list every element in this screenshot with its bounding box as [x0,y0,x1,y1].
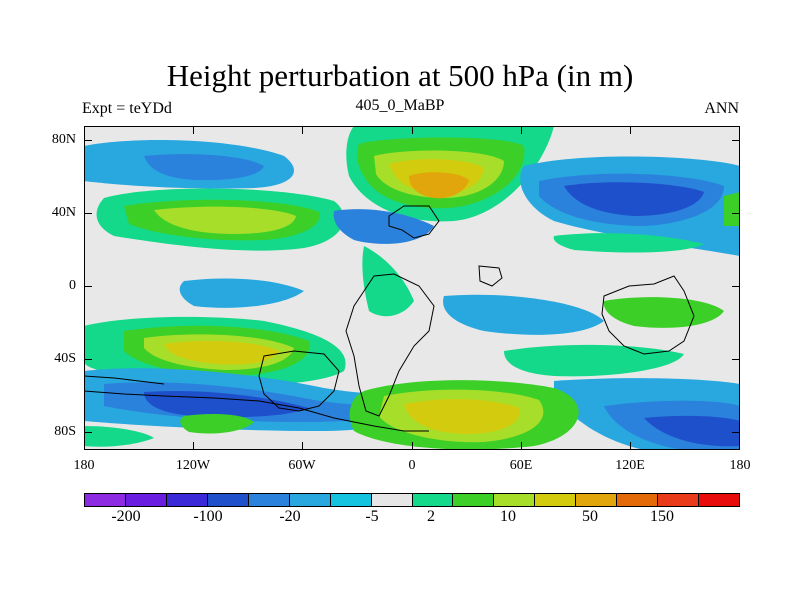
colorbar-swatch [576,494,618,506]
lon-tick [521,126,522,134]
contour-map [84,126,740,450]
lon-tick [193,442,194,450]
lon-label-120w: 120W [175,458,211,473]
lat-tick [732,432,740,433]
colorbar-swatch [289,494,331,506]
colorbar-label: 10 [500,508,516,525]
colorbar-swatch [535,494,577,506]
lat-tick [84,359,92,360]
lat-label-40n: 40N [51,205,76,220]
period-label: 405_0_MaBP [355,97,445,114]
season-label: ANN [704,100,739,117]
colorbar-swatch [248,494,290,506]
lon-tick [630,126,631,134]
lon-tick [630,442,631,450]
colorbar-swatch [494,494,536,506]
lon-tick [302,442,303,450]
contour-field [84,126,740,450]
colorbar-swatch [453,494,495,506]
lat-tick [84,213,92,214]
lon-tick [302,126,303,134]
colorbar-swatch [699,494,739,506]
lat-tick [84,140,92,141]
colorbar-label: -5 [365,508,379,525]
lat-label-eq: 0 [69,278,76,293]
colorbar-swatch [617,494,659,506]
lat-tick [84,432,92,433]
colorbar-label: 150 [650,508,674,525]
lon-label-180e: 180 [729,458,751,473]
map-title: Height perturbation at 500 hPa (in m) [166,58,634,93]
lon-tick [193,126,194,134]
lon-label-120e: 120E [615,458,645,473]
lon-tick [412,442,413,450]
lon-tick [412,126,413,134]
lat-label-80s: 80S [54,424,76,439]
colorbar-label: 50 [582,508,598,525]
colorbar-label: -20 [279,508,301,525]
lon-label-180w: 180 [73,458,95,473]
colorbar-swatch [125,494,167,506]
colorbar-swatch [658,494,700,506]
lon-label-60w: 60W [288,458,316,473]
lat-tick [732,286,740,287]
experiment-label: Expt = teYDd [82,100,172,117]
lon-tick [521,442,522,450]
lon-label-0: 0 [408,458,416,473]
lon-label-60e: 60E [509,458,533,473]
colorbar-swatch [207,494,249,506]
colorbar-label: 2 [427,508,435,525]
colorbar-swatch [85,494,126,506]
lat-label-40s: 40S [54,351,76,366]
lat-tick [84,286,92,287]
colorbar-label: -100 [193,508,223,525]
colorbar-swatch [371,494,413,506]
lat-tick [732,213,740,214]
colorbar-label: -200 [111,508,141,525]
colorbar-swatch [330,494,372,506]
lat-tick [732,140,740,141]
lat-tick [732,359,740,360]
lat-label-80n: 80N [51,132,76,147]
colorbar-swatch [166,494,208,506]
colorbar-swatch [412,494,454,506]
colorbar [84,493,740,507]
